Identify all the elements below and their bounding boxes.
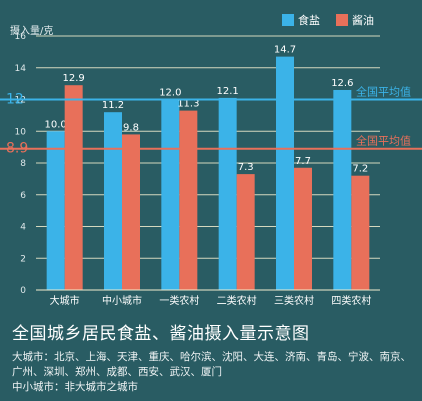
bar-soy (236, 174, 255, 290)
y-tick-label: 4 (20, 223, 26, 233)
data-label: 10.0 (45, 119, 67, 130)
note-small-cities: 中小城市：非大城市之城市 (12, 381, 138, 393)
x-tick-label: 中小城市 (102, 294, 142, 307)
note-big-cities: 大城市：北京、上海、天津、重庆、哈尔滨、沈阳、大连、济南、青岛、宁波、南京、广州… (12, 351, 411, 378)
x-tick-label: 四类农村 (331, 294, 371, 307)
data-label: 12.1 (217, 86, 239, 97)
bar-soy (64, 85, 83, 291)
y-tick-label: 8 (20, 159, 26, 169)
data-label: 9.8 (123, 122, 139, 133)
legend-item-soy: 酱油 (336, 12, 374, 28)
bar-soy (351, 175, 370, 290)
y-tick-label: 14 (15, 64, 27, 74)
chart-title: 全国城乡居民食盐、酱油摄入量示意图 (12, 324, 310, 344)
legend-label-salt: 食盐 (298, 14, 320, 27)
bar-soy (294, 167, 312, 290)
data-label: 12.9 (63, 73, 85, 84)
data-label: 7.2 (352, 164, 368, 175)
reference-value-label: 8.9 (6, 141, 28, 157)
y-tick-label: 16 (15, 32, 27, 42)
legend-swatch-soy (336, 14, 348, 26)
reference-text: 全国平均值 (356, 134, 411, 148)
bar-salt (104, 112, 122, 290)
legend-item-salt: 食盐 (282, 12, 320, 28)
y-tick-label: 0 (20, 286, 26, 296)
reference-text: 全国平均值 (356, 85, 411, 99)
bar-soy (179, 110, 198, 290)
data-label: 12.6 (331, 78, 353, 89)
bar-salt (46, 131, 65, 290)
notes: 大城市：北京、上海、天津、重庆、哈尔滨、沈阳、大连、济南、青岛、宁波、南京、广州… (12, 350, 412, 395)
bar-salt (276, 56, 294, 291)
bar-salt (333, 89, 352, 290)
data-label: 11.3 (177, 99, 199, 110)
legend-swatch-salt (282, 14, 294, 26)
reference-value-label: 12 (6, 92, 24, 108)
y-tick-label: 6 (20, 191, 26, 201)
bar-salt (161, 99, 180, 290)
x-tick-label: 二类农村 (217, 294, 257, 307)
data-label: 7.7 (295, 156, 311, 167)
y-tick-label: 10 (15, 127, 27, 137)
x-tick-label: 一类农村 (159, 294, 199, 307)
bar-salt (218, 97, 237, 290)
data-label: 12.0 (159, 88, 181, 99)
x-tick-label: 大城市 (50, 294, 80, 307)
data-label: 7.3 (238, 162, 254, 173)
legend-label-soy: 酱油 (352, 14, 374, 27)
x-tick-label: 三类农村 (274, 294, 314, 307)
data-label: 11.2 (102, 100, 124, 111)
y-tick-label: 2 (20, 254, 26, 264)
bar-soy (122, 134, 140, 290)
y-axis-label: 摄入量/克 (10, 26, 54, 37)
data-label: 14.7 (274, 45, 296, 56)
legend: 食盐 酱油 (282, 12, 384, 28)
